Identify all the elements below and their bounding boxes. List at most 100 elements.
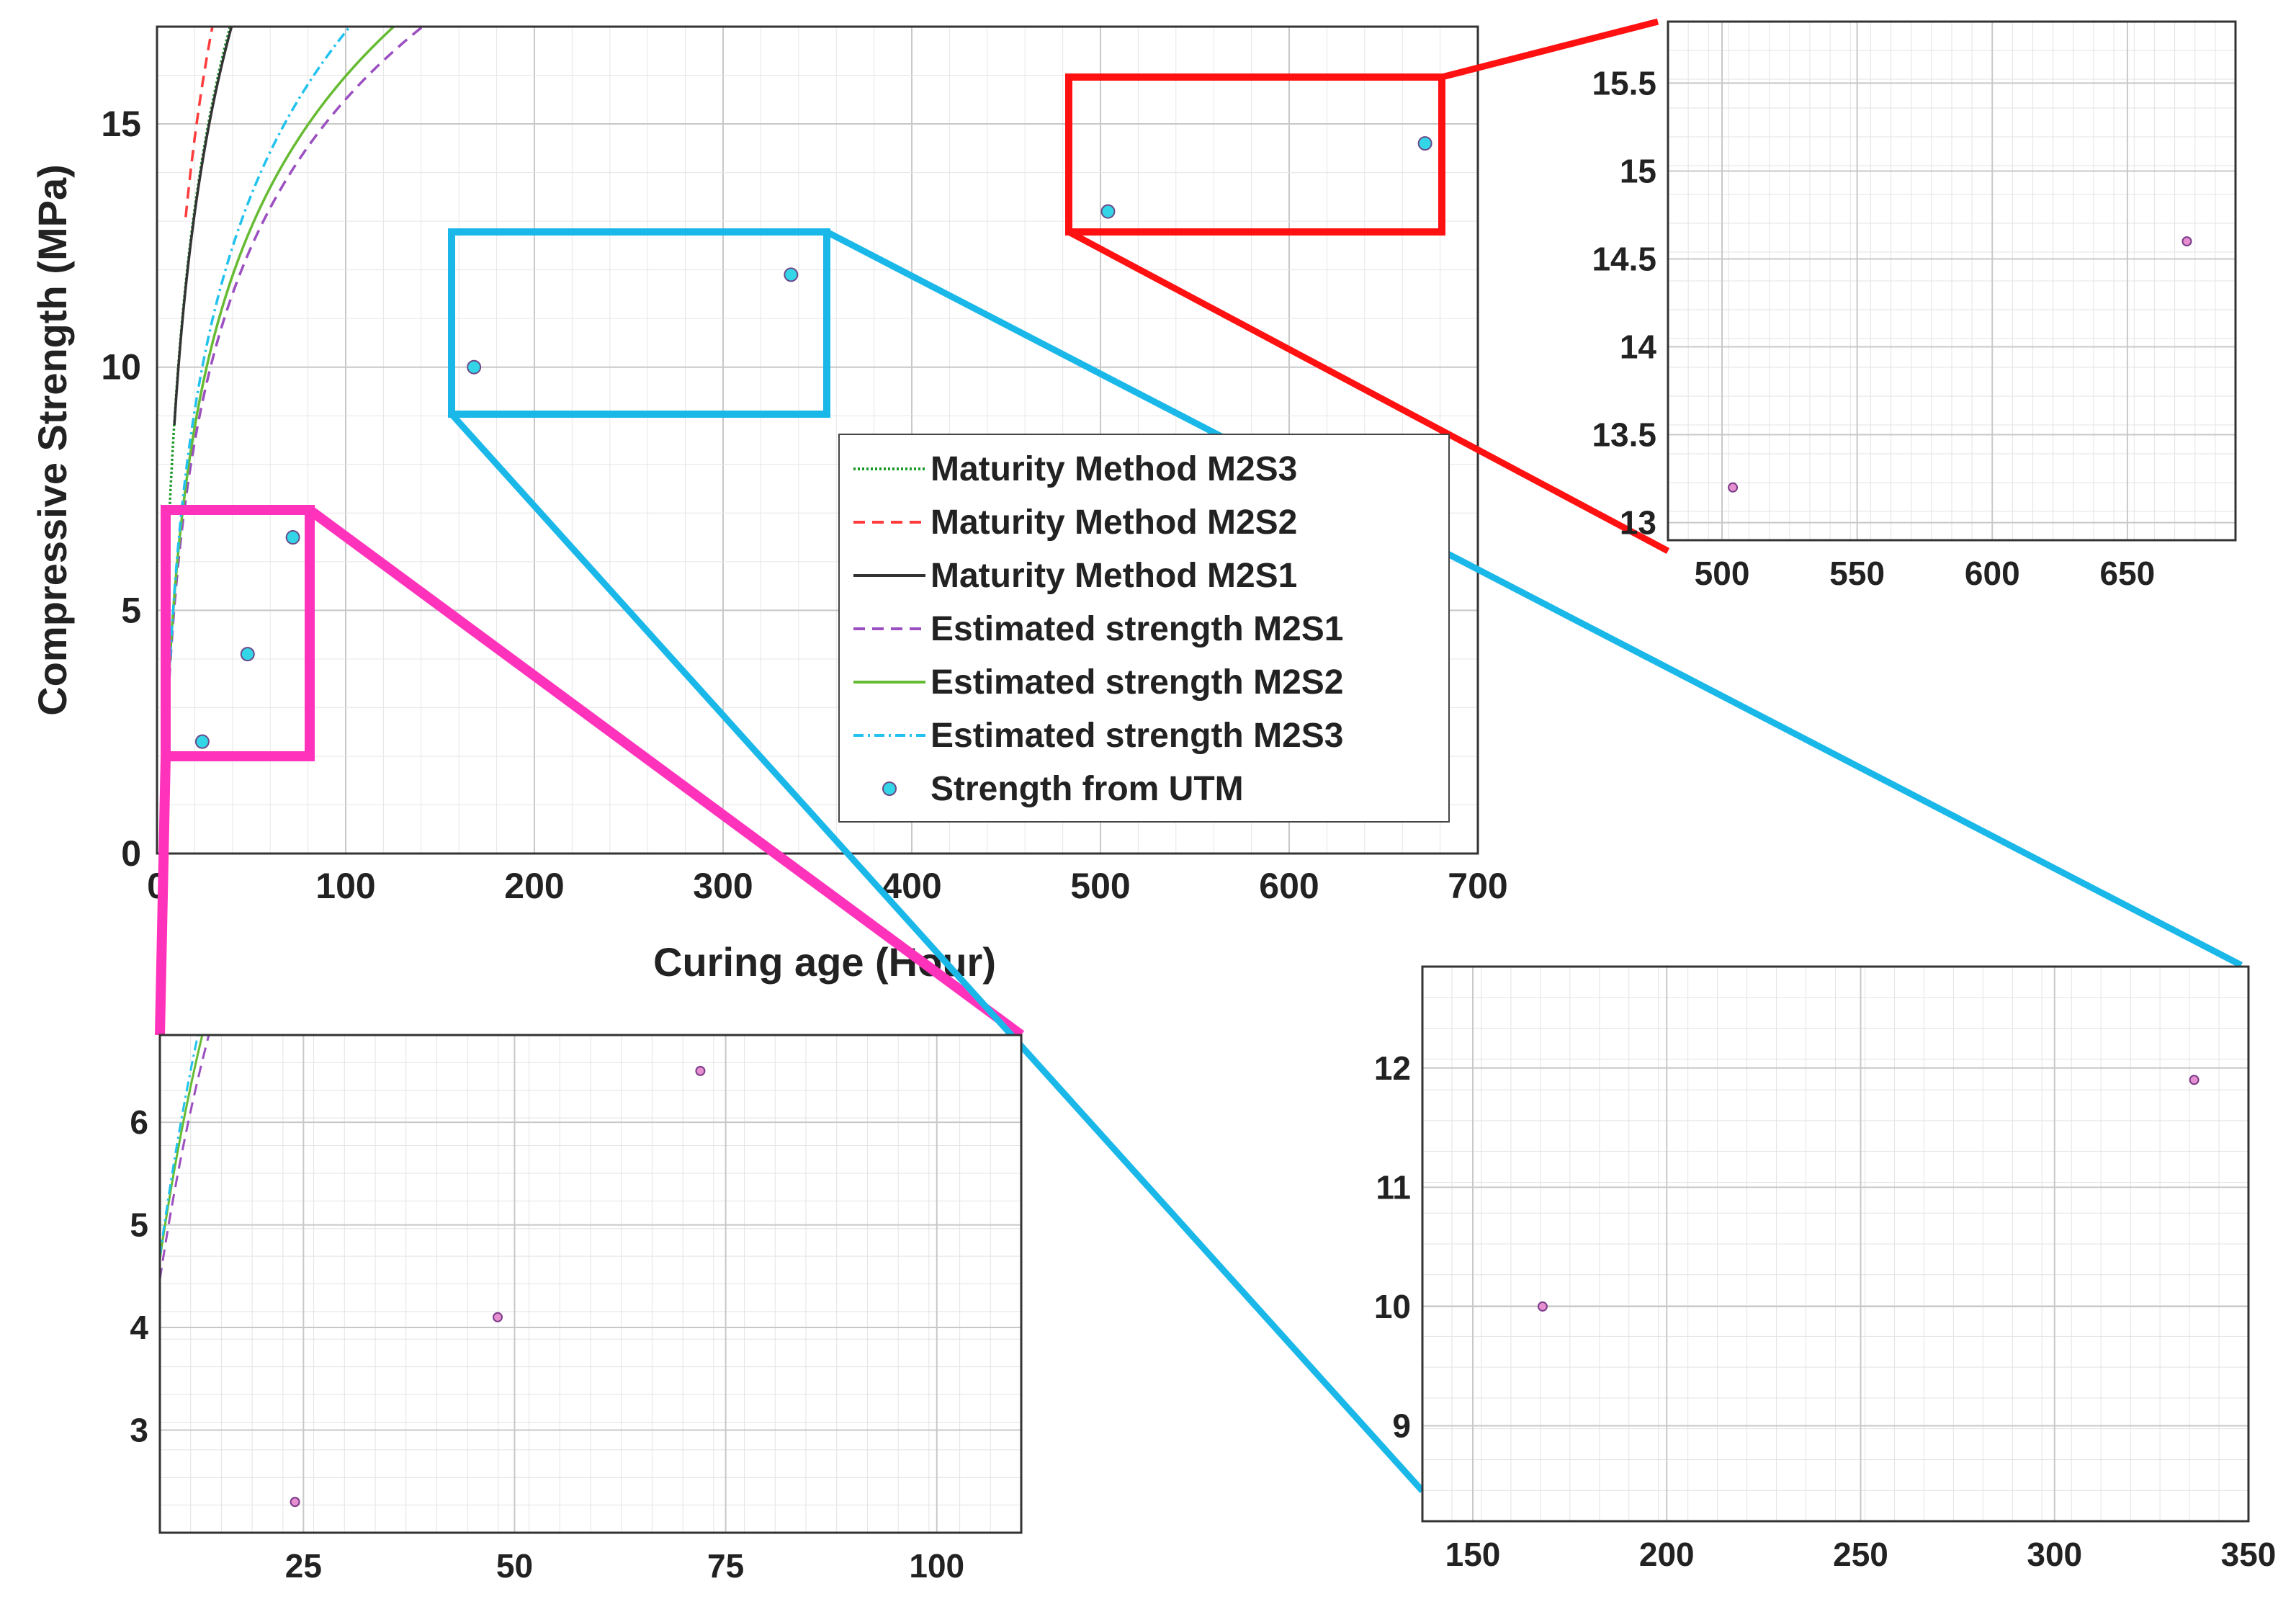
legend-entry: Maturity Method M2S2: [853, 503, 1297, 542]
inset-x-tick-label: 100: [909, 1547, 964, 1585]
inset-utm-point: [695, 1065, 706, 1076]
inset-series-group: [1728, 236, 2192, 493]
inset-grid: [1422, 967, 2248, 1521]
inset-zoom-late: 500 550 600 650 13 13.5 14 14.5 15 15.5: [1592, 20, 2237, 592]
inset-y-tick-label: 3: [130, 1412, 148, 1449]
inset-y-tick-label: 15.5: [1592, 64, 1656, 102]
utm-point: [467, 359, 482, 375]
utm-point: [784, 267, 799, 282]
main-utm-points: [194, 136, 1432, 749]
inset-y-tick-label: 12: [1374, 1049, 1411, 1087]
inset-utm-point: [493, 1312, 503, 1322]
legend-swatch: [882, 781, 897, 796]
legend-label: Maturity Method M2S2: [930, 503, 1297, 542]
legend-box: [838, 434, 1450, 823]
inset-x-tick-label: 200: [1639, 1536, 1695, 1573]
legend-items: Maturity Method M2S3 Maturity Method M2S2…: [853, 450, 1343, 808]
main-x-tick-labels: 0 100 200 300 400 500 600 700: [147, 866, 1508, 906]
zoom-box-zoom-late: [1065, 73, 1445, 236]
insets: 500 550 600 650 13 13.5 14 14.5 15 15.5 25 50 75 100 3…: [130, 20, 2277, 1585]
inset-zoom-early: 25 50 75 100 3 4 5 6: [130, 1034, 1023, 1585]
utm-point: [240, 647, 255, 662]
inset-y-tick-label: 6: [130, 1103, 148, 1141]
inset-zoom-mid: 150 200 250 300 350 9 10 11 12: [1374, 965, 2277, 1573]
zoom-connector: [306, 506, 1025, 1039]
y-tick-label: 0: [121, 833, 141, 874]
main-y-tick-labels: 0 5 10 15: [101, 104, 141, 874]
legend: Maturity Method M2S3 Maturity Method M2S2…: [838, 434, 1450, 823]
inset-utm-point: [1537, 1301, 1548, 1312]
x-tick-label: 200: [504, 866, 564, 906]
legend-entry: Maturity Method M2S1: [853, 557, 1297, 595]
legend-label: Maturity Method M2S1: [930, 557, 1297, 595]
zoom-connector: [825, 229, 2243, 968]
inset-series-group: [1537, 1075, 2199, 1312]
zoom-box-zoom-early: [161, 505, 315, 761]
zoom-box-zoom-mid: [448, 228, 830, 418]
inset-utm-point: [290, 1497, 300, 1508]
zoom-connector: [1067, 229, 1670, 554]
zoom-indicators: [155, 18, 2243, 1494]
legend-label: Estimated strength M2S3: [930, 717, 1343, 755]
inset-y-tick-label: 13.5: [1592, 416, 1656, 454]
inset-series-group: [160, 1035, 706, 1508]
utm-point: [285, 530, 300, 545]
inset-x-tick-label: 300: [2027, 1536, 2082, 1573]
inset-frame: [158, 1034, 1023, 1534]
inset-utm-point: [1728, 482, 1739, 493]
series-line-5: [163, 27, 396, 767]
utm-point: [1100, 204, 1116, 219]
x-tick-label: 700: [1448, 866, 1507, 906]
inset-utm-point: [2189, 1075, 2199, 1085]
inset-utm-point: [2181, 236, 2192, 247]
inset-x-tick-label: 650: [2100, 555, 2156, 592]
inset-y-tick-label: 13: [1620, 504, 1656, 542]
main-series-group: [161, 27, 425, 854]
inset-y-tick-label: 15: [1620, 152, 1656, 189]
inset-frame: [1667, 20, 2237, 542]
inset-y-tick-label: 14: [1620, 328, 1657, 366]
inset-x-tick-label: 350: [2221, 1536, 2277, 1573]
legend-label: Maturity Method M2S3: [930, 450, 1297, 488]
utm-point: [1417, 136, 1432, 151]
legend-label: Estimated strength M2S1: [930, 610, 1343, 648]
series-line-4: [163, 27, 425, 774]
y-tick-label: 15: [101, 104, 141, 144]
inset-x-tick-label: 25: [285, 1547, 322, 1585]
legend-entry: Estimated strength M2S3: [853, 717, 1343, 755]
inset-x-tick-label: 250: [1833, 1536, 1888, 1573]
inset-y-tick-label: 11: [1376, 1168, 1411, 1206]
inset-y-tick-label: 5: [130, 1206, 148, 1244]
zoom-connector: [155, 756, 171, 1036]
inset-y-tick-label: 10: [1374, 1288, 1411, 1325]
zoom-connector: [449, 411, 1425, 1494]
y-axis-label: Compressive Strength (MPa): [30, 164, 75, 716]
inset-y-tick-label: 9: [1392, 1407, 1411, 1445]
y-tick-label: 5: [121, 590, 141, 630]
legend-label: Estimated strength M2S2: [930, 663, 1343, 702]
inset-x-tick-label: 75: [707, 1547, 744, 1585]
zoom-connector: [1440, 18, 1659, 81]
inset-x-tick-label: 550: [1829, 555, 1885, 592]
inset-x-tick-label: 150: [1445, 1536, 1501, 1573]
main-plot-frame: [156, 25, 1479, 855]
inset-frame: [1421, 965, 2250, 1523]
inset-x-tick-label: 600: [1965, 555, 2020, 592]
legend-entry: Strength from UTM: [882, 770, 1244, 808]
legend-entry: Maturity Method M2S3: [853, 450, 1297, 488]
inset-x-tick-label: 500: [1695, 555, 1750, 592]
y-tick-label: 10: [101, 347, 141, 388]
x-tick-label: 300: [693, 866, 753, 906]
legend-entry: Estimated strength M2S1: [853, 610, 1343, 648]
legend-label: Strength from UTM: [930, 770, 1244, 808]
legend-entry: Estimated strength M2S2: [853, 663, 1343, 702]
x-tick-label: 500: [1070, 866, 1130, 906]
x-tick-label: 100: [315, 866, 375, 906]
inset-grid: [1668, 22, 2236, 540]
x-tick-label: 600: [1259, 866, 1319, 906]
inset-y-tick-label: 14.5: [1592, 240, 1656, 277]
inset-x-tick-label: 50: [496, 1547, 533, 1585]
inset-grid: [160, 1035, 1021, 1533]
